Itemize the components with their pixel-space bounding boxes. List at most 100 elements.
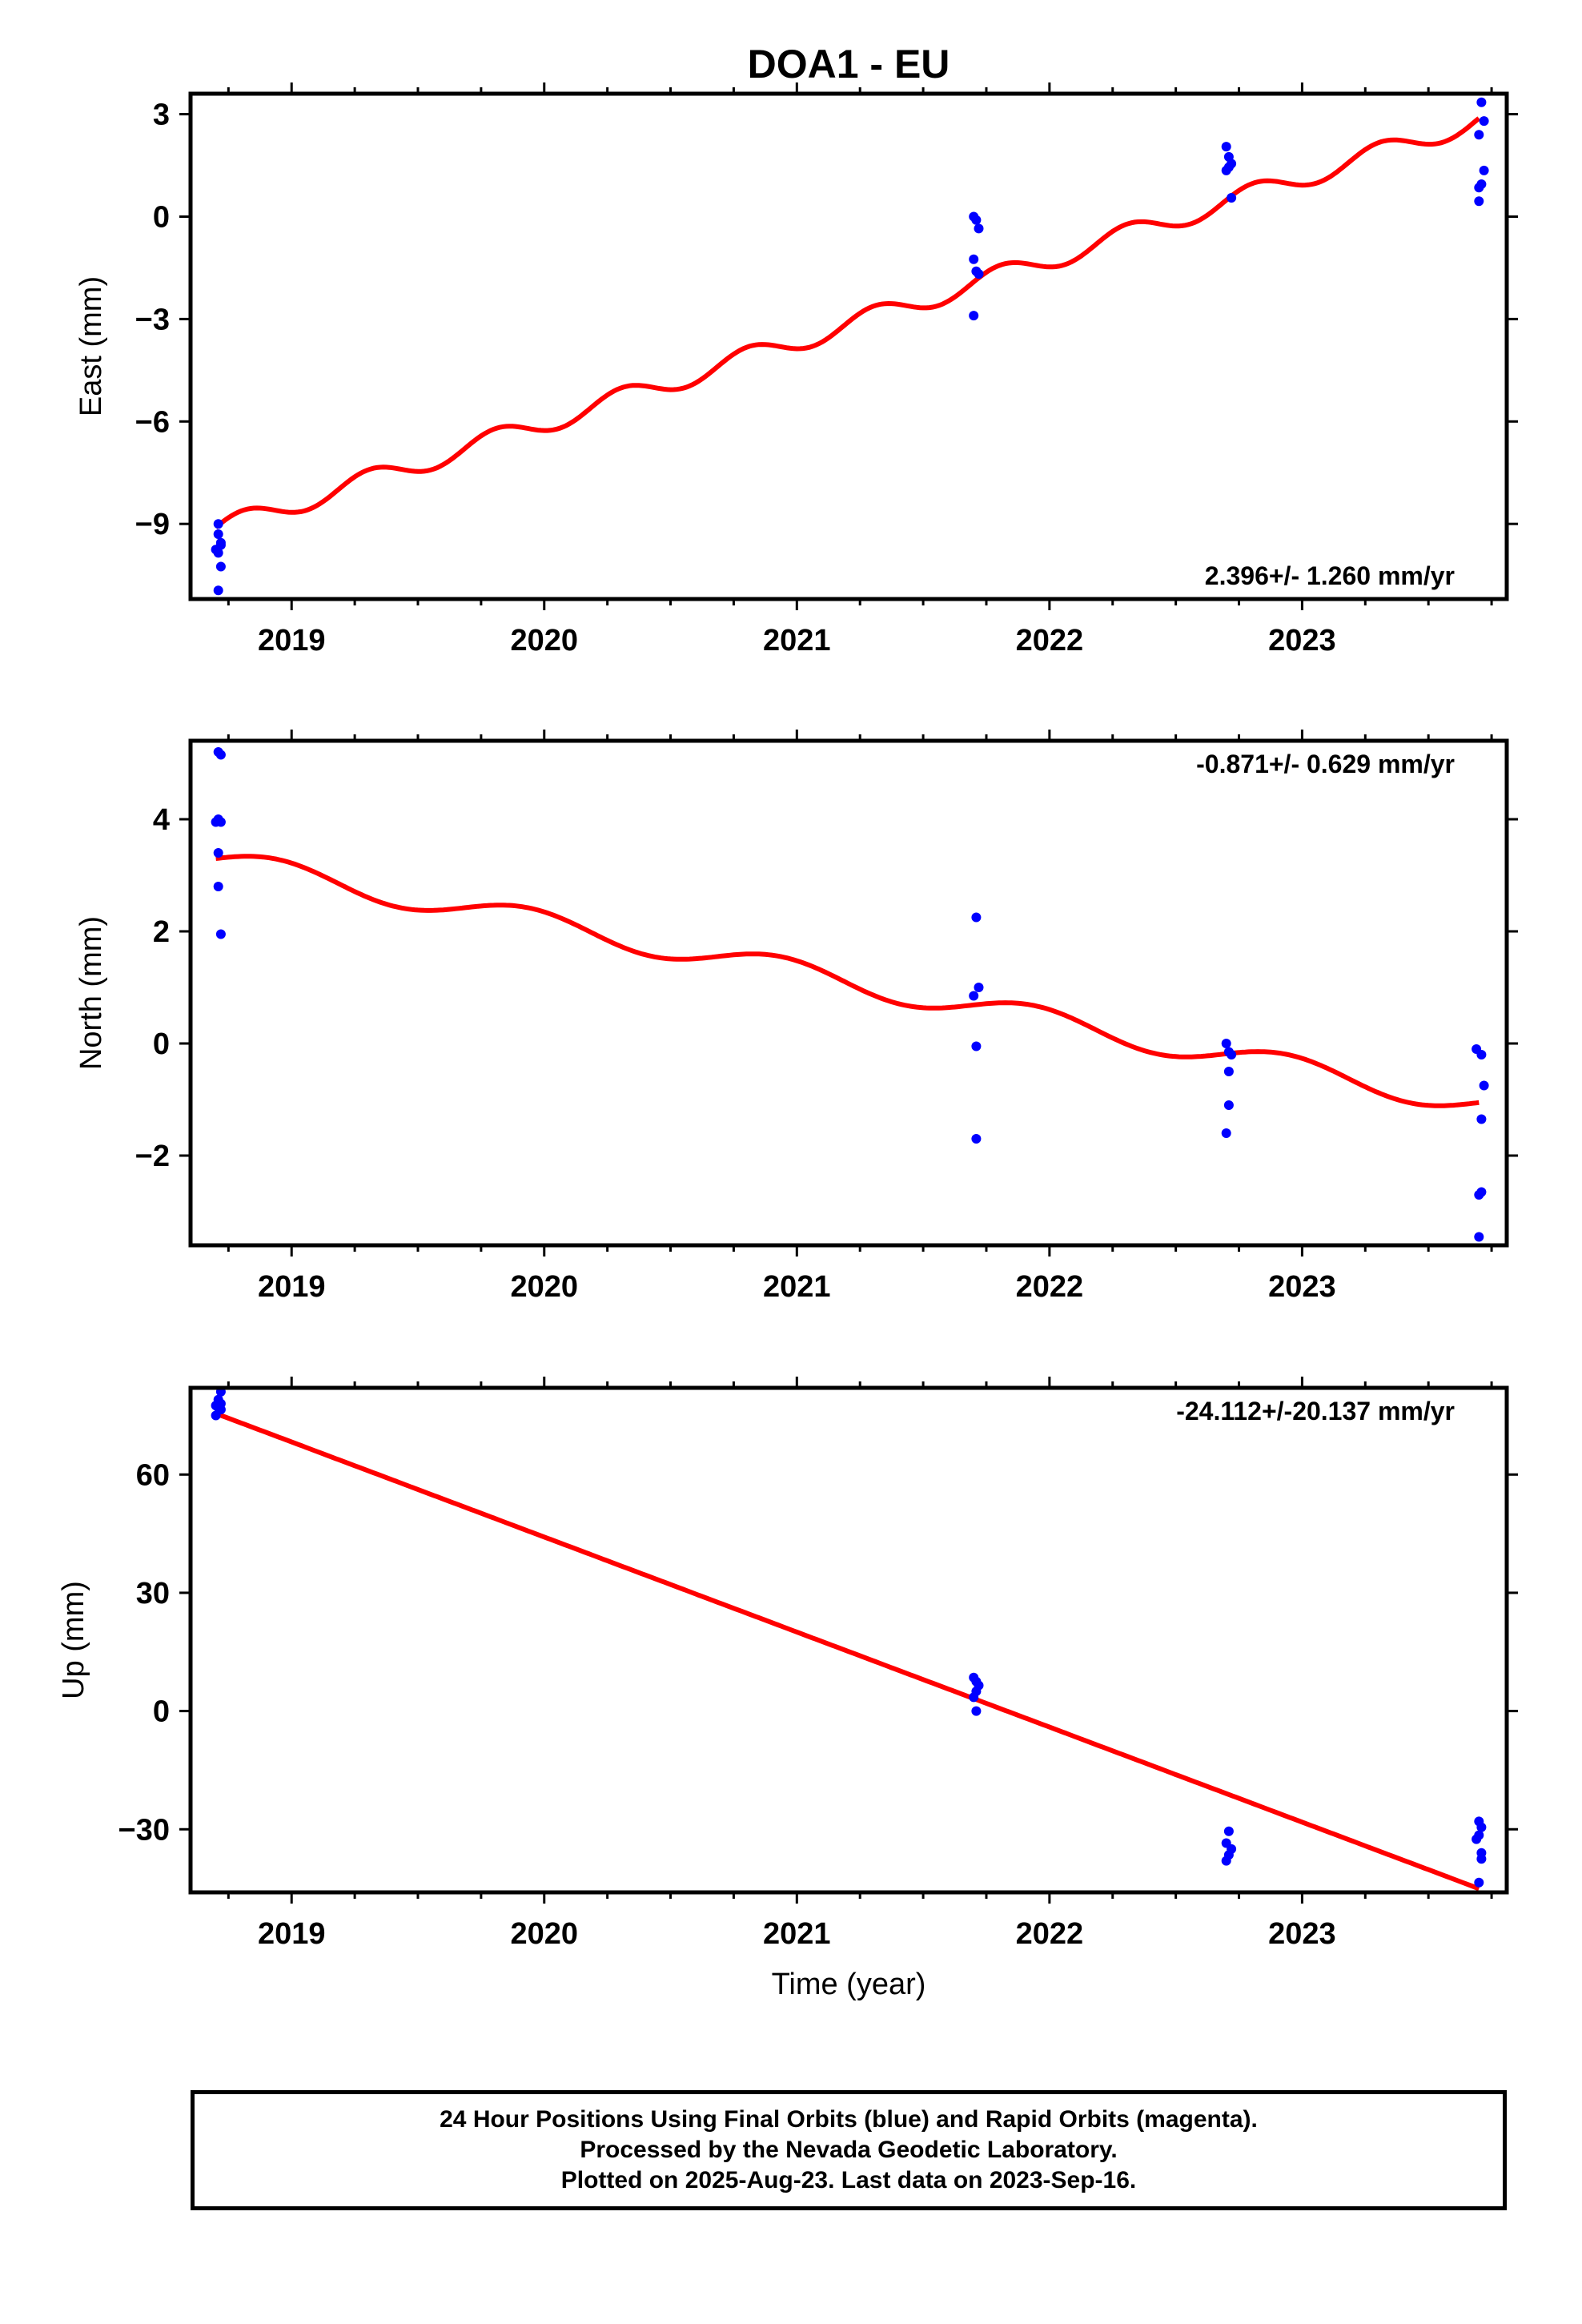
footer-box: 24 Hour Positions Using Final Orbits (bl… (191, 2090, 1507, 2210)
up-panel: 2019 2020 2021 2022 2023 −30 0 30 60 Up (mm) -24.1… (57, 1377, 1518, 1951)
north-data-point (215, 750, 226, 760)
up-data-point (971, 1706, 982, 1716)
north-x-tick-label: 2023 (1268, 1270, 1336, 1304)
up-y-axis-label: Up (mm) (57, 1581, 90, 1699)
north-x-tick-label: 2022 (1016, 1270, 1084, 1304)
east-data-point (974, 269, 984, 279)
east-rate-label: 2.396+/- 1.260 mm/yr (1205, 561, 1455, 590)
east-data-point (974, 223, 984, 234)
up-data-point (211, 1410, 221, 1421)
north-data-point (213, 848, 223, 858)
north-data-point (971, 1041, 982, 1051)
east-model-line (214, 116, 1481, 529)
up-x-tick-label: 2020 (510, 1917, 578, 1951)
north-data-point (215, 929, 226, 939)
east-y-axis-label: East (mm) (74, 276, 108, 416)
east-y-tick-label: −6 (135, 405, 170, 439)
east-data-point (1223, 162, 1234, 172)
east-data-point (213, 585, 223, 596)
north-data-point (1474, 1232, 1484, 1242)
up-y-tick-label: 30 (136, 1577, 170, 1610)
east-data-point (1479, 116, 1489, 127)
north-y-tick-label: 2 (153, 915, 170, 949)
north-rate-label: -0.871+/- 0.629 mm/yr (1196, 750, 1455, 778)
east-x-tick-label: 2021 (763, 624, 831, 657)
up-x-tick-label: 2023 (1268, 1917, 1336, 1951)
east-data-point (1479, 165, 1489, 175)
east-data-point (1476, 97, 1487, 107)
up-data-point (1221, 1856, 1231, 1866)
north-model-line (215, 854, 1480, 1108)
east-x-tick-label: 2022 (1016, 624, 1084, 657)
north-data-point (974, 983, 984, 992)
up-data-point (969, 1692, 979, 1703)
figure-title: DOA1 - EU (748, 42, 950, 86)
up-data-point (1472, 1834, 1482, 1844)
east-data-point (213, 519, 223, 529)
north-data-point (1227, 1050, 1237, 1059)
up-data-point (1474, 1877, 1484, 1888)
north-y-tick-label: 0 (153, 1027, 170, 1061)
up-x-tick-label: 2019 (258, 1917, 326, 1951)
east-data-point (215, 540, 226, 550)
east-data-point (1474, 130, 1484, 140)
north-data-point (1221, 1039, 1231, 1048)
footer-line-2: Processed by the Nevada Geodetic Laborat… (580, 2137, 1118, 2163)
north-data-point (1476, 1187, 1487, 1197)
north-data-point (1476, 1114, 1487, 1124)
east-frame (188, 91, 1509, 601)
east-data-point (1227, 193, 1237, 203)
north-data-point (1221, 1128, 1231, 1138)
up-frame (188, 1385, 1509, 1895)
up-model-line (215, 1411, 1480, 1892)
east-y-tick-label: −9 (135, 508, 170, 541)
north-data-point (1223, 1100, 1234, 1110)
north-data-point (969, 991, 979, 1001)
footer-line-1: 24 Hour Positions Using Final Orbits (bl… (440, 2106, 1258, 2133)
north-data-point (1479, 1080, 1489, 1091)
up-x-tick-label: 2021 (763, 1917, 831, 1951)
east-x-tick-label: 2023 (1268, 624, 1336, 657)
north-data-point (1223, 1067, 1234, 1076)
east-data-point (213, 529, 223, 539)
east-x-tick-label: 2020 (510, 624, 578, 657)
north-x-tick-label: 2021 (763, 1270, 831, 1304)
up-x-tick-label: 2022 (1016, 1917, 1084, 1951)
up-y-tick-label: 60 (136, 1458, 170, 1492)
east-data-point (971, 215, 982, 225)
east-data-point (1221, 142, 1231, 152)
north-x-tick-label: 2020 (510, 1270, 578, 1304)
up-y-tick-label: 0 (153, 1695, 170, 1729)
x-axis-label: Time (year) (772, 1968, 926, 2001)
north-data-point (971, 1134, 982, 1144)
east-y-tick-label: 3 (153, 99, 170, 132)
north-data-point (1476, 1050, 1487, 1059)
east-data-point (213, 548, 223, 558)
footer-line-3: Plotted on 2025-Aug-23. Last data on 202… (560, 2167, 1137, 2193)
east-data-point (969, 254, 979, 264)
north-data-point (971, 912, 982, 923)
north-frame (188, 738, 1509, 1248)
north-y-tick-label: 4 (153, 803, 170, 837)
north-data-point (213, 882, 223, 891)
up-y-tick-label: −30 (118, 1813, 170, 1847)
north-y-tick-label: −2 (135, 1140, 170, 1173)
east-x-tick-label: 2019 (258, 624, 326, 657)
east-data-point (215, 561, 226, 572)
north-panel: 2019 2020 2021 2022 2023 −2 0 2 4 North (mm) -0.87… (74, 730, 1518, 1304)
up-data-point (1476, 1854, 1487, 1864)
up-rate-label: -24.112+/-20.137 mm/yr (1176, 1397, 1455, 1425)
east-panel: 2019 2020 2021 2022 2023 −9 −6 −3 0 3 East (mm) 2.3… (74, 82, 1518, 657)
east-data-point (1474, 196, 1484, 207)
east-data-point (969, 311, 979, 321)
north-data-point (211, 817, 221, 827)
up-data-point (1223, 1826, 1234, 1836)
east-y-tick-label: −3 (135, 303, 170, 336)
east-y-tick-label: 0 (153, 200, 170, 234)
east-data-point (1474, 183, 1484, 193)
north-x-tick-label: 2019 (258, 1270, 326, 1304)
gps-timeseries-figure: DOA1 - EU 2019 2020 2021 2022 2023−9−6−303Ea… (57, 42, 1518, 2001)
up-data-point (1476, 1822, 1487, 1832)
north-y-axis-label: North (mm) (74, 916, 108, 1070)
